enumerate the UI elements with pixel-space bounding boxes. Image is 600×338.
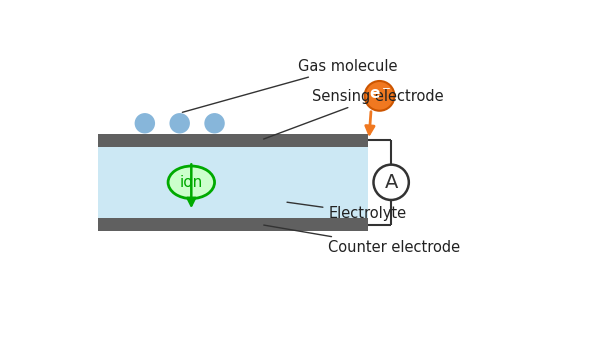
Text: Gas molecule: Gas molecule xyxy=(182,58,398,112)
Circle shape xyxy=(365,81,394,111)
Ellipse shape xyxy=(168,166,215,199)
Text: Counter electrode: Counter electrode xyxy=(264,225,461,255)
Circle shape xyxy=(373,165,409,200)
Text: Electrolyte: Electrolyte xyxy=(287,202,407,221)
Text: e$^-$: e$^-$ xyxy=(369,88,392,102)
Bar xyxy=(98,134,368,231)
Text: Sensing electrode: Sensing electrode xyxy=(263,89,444,139)
Text: ion: ion xyxy=(179,175,203,190)
Circle shape xyxy=(169,113,190,134)
Text: A: A xyxy=(385,173,398,192)
Bar xyxy=(98,134,368,146)
Circle shape xyxy=(134,113,155,134)
Circle shape xyxy=(205,113,225,134)
Bar xyxy=(98,218,368,231)
